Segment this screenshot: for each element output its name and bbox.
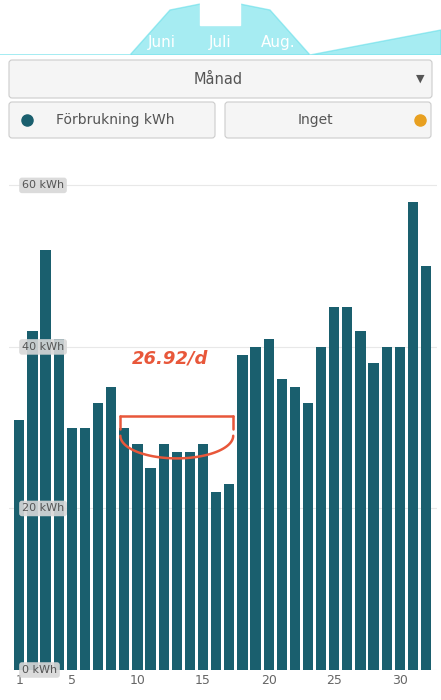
Text: Förbrukning kWh: Förbrukning kWh (56, 113, 174, 127)
Bar (224, 484, 234, 670)
Bar (172, 452, 182, 670)
Bar (146, 468, 156, 670)
Text: ▼: ▼ (416, 74, 424, 84)
Text: 40 kWh: 40 kWh (22, 342, 64, 352)
Text: Juli: Juli (209, 34, 232, 50)
Text: Inget: Inget (297, 113, 333, 127)
Bar (316, 347, 326, 670)
Bar (200, 0, 240, 25)
Polygon shape (0, 0, 441, 55)
Text: 20 kWh: 20 kWh (22, 503, 64, 514)
Bar (106, 387, 116, 670)
Bar (211, 492, 221, 670)
Text: 0 kWh: 0 kWh (22, 665, 57, 675)
Bar (329, 307, 340, 670)
Bar (119, 428, 129, 670)
Text: Juni: Juni (148, 34, 176, 50)
Bar (303, 403, 313, 670)
Text: 26.92/d: 26.92/d (132, 349, 209, 367)
Bar (198, 444, 208, 670)
Bar (185, 452, 195, 670)
Bar (237, 355, 247, 670)
Bar (290, 387, 300, 670)
Bar (67, 428, 77, 670)
Bar (132, 444, 142, 670)
Bar (277, 379, 287, 670)
Bar (395, 347, 405, 670)
Bar (41, 250, 51, 670)
Bar (93, 403, 103, 670)
Bar (159, 444, 169, 670)
Bar (408, 202, 418, 670)
FancyBboxPatch shape (9, 102, 215, 138)
FancyBboxPatch shape (9, 60, 432, 98)
Bar (80, 428, 90, 670)
Bar (14, 419, 24, 670)
Bar (381, 347, 392, 670)
Bar (264, 339, 274, 670)
Bar (355, 331, 366, 670)
Bar (27, 331, 37, 670)
Text: <: < (4, 15, 20, 34)
Text: Aug.: Aug. (261, 34, 295, 50)
Bar (421, 266, 431, 670)
FancyBboxPatch shape (225, 102, 431, 138)
Text: Månad: Månad (194, 71, 243, 87)
Bar (53, 339, 64, 670)
Bar (250, 347, 261, 670)
Text: 60 kWh: 60 kWh (22, 181, 64, 190)
Bar (342, 307, 352, 670)
Bar (369, 363, 379, 670)
